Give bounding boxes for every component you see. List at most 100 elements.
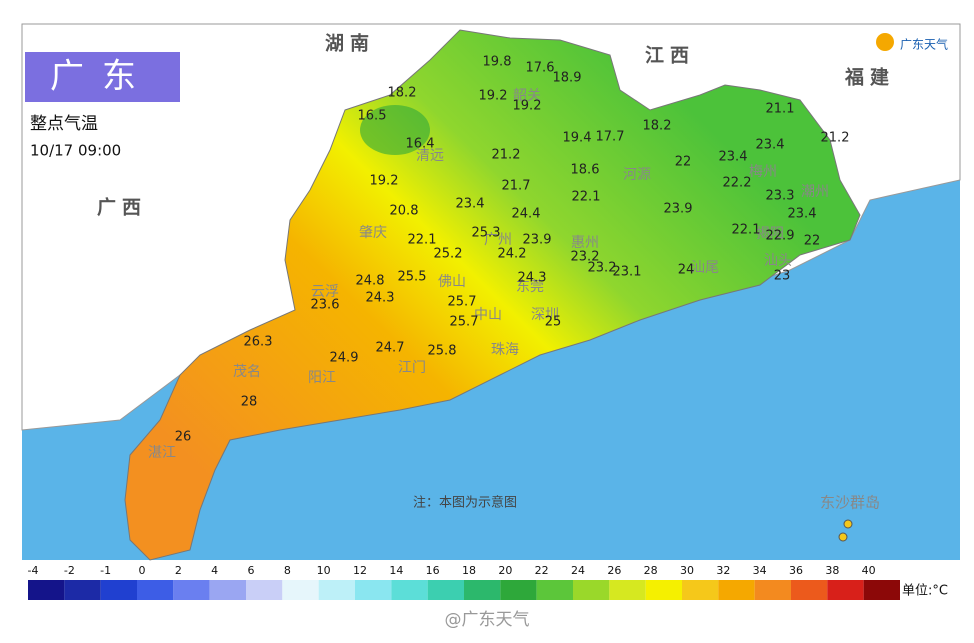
temperature-reading: 19.2 [479,89,508,104]
city-label: 云浮 [311,284,339,300]
city-label: 揭阳 [756,226,784,242]
colorbar-cell [645,580,682,600]
logo: 广东天气 [900,37,948,52]
temperature-reading: 24.2 [498,247,527,262]
city-label: 梅州 [749,164,777,180]
temperature-reading: 24.7 [376,341,405,356]
time: 10/17 09:00 [30,142,121,160]
temperature-reading: 23.9 [664,202,693,217]
temperature-reading: 25.3 [472,226,501,241]
temperature-reading: 21.2 [492,148,521,163]
colorbar-tick: -2 [64,564,75,577]
region-title: 广东 [50,57,154,97]
city-label: 肇庆 [359,225,387,241]
temperature-reading: 21.1 [766,102,795,117]
colorbar-tick: 24 [571,564,585,577]
temperature-reading: 23.1 [613,265,642,280]
temperature-reading: 26 [175,430,192,445]
temperature-reading: 24.9 [330,351,359,366]
colorbar-cell [536,580,573,600]
temperature-reading: 23.9 [523,233,552,248]
subtitle: 整点气温 [30,114,98,134]
temperature-reading: 25.5 [398,270,427,285]
temperature-reading: 19.4 [563,131,592,146]
temperature-reading: 17.6 [526,61,555,76]
colorbar-tick: 0 [139,564,146,577]
colorbar-tick: 26 [607,564,621,577]
colorbar-cell [609,580,646,600]
unit: 单位:°C [902,584,948,599]
temperature-reading: 25.2 [434,247,463,262]
temperature-reading: 20.8 [390,204,419,219]
province-label: 广西 [97,196,147,219]
temperature-reading: 25.8 [428,344,457,359]
temperature-reading: 23 [774,269,791,284]
colorbar-tick: 8 [284,564,291,577]
temperature-reading: 22.9 [766,229,795,244]
colorbar-cell [282,580,319,600]
colorbar-tick: 2 [175,564,182,577]
temperature-reading: 25 [545,315,562,330]
colorbar-cell [246,580,283,600]
colorbar-tick: 34 [753,564,767,577]
colorbar-tick: 38 [825,564,839,577]
watermark: @广东天气 [445,610,530,630]
city-label: 湛江 [148,445,176,461]
city-label: 清远 [416,148,444,164]
temperature-reading: 16.4 [406,137,435,152]
island [843,519,853,529]
temperature-reading: 28 [241,395,258,410]
colorbar-tick: 12 [353,564,367,577]
temperature-reading: 25.7 [450,315,479,330]
colorbar-cell [100,580,137,600]
city-label: 中山 [474,307,502,323]
temperature-reading: 22.1 [732,223,761,238]
colorbar-tick: 36 [789,564,803,577]
temperature-reading: 23.4 [756,138,785,153]
colorbar-cell [318,580,355,600]
city-label: 深圳 [531,307,559,323]
temperature-reading: 22 [804,234,821,249]
temperature-reading: 23.3 [766,189,795,204]
colorbar-cell [500,580,537,600]
colorbar-cell [863,580,900,600]
temperature-reading: 16.5 [358,109,387,124]
colorbar-cell [827,580,864,600]
city-label: 汕尾 [691,260,719,276]
temperature-reading: 22 [675,155,692,170]
temperature-reading: 22.1 [408,233,437,248]
temperature-reading: 23.4 [456,197,485,212]
temperature-reading: 18.2 [388,86,417,101]
city-label: 江门 [398,360,426,376]
city-label: 佛山 [438,274,466,290]
city-label: 韶关 [513,88,541,104]
temperature-reading: 17.7 [596,130,625,145]
province-label: 江西 [645,45,695,67]
temperature-reading: 22.2 [723,176,752,191]
colorbar-cell [427,580,464,600]
colorbar-tick: -1 [100,564,111,577]
colorbar-tick: 40 [862,564,876,577]
city-label: 广州 [484,232,512,248]
colorbar-tick: 10 [317,564,331,577]
colorbar-tick: 4 [211,564,218,577]
city-label: 惠州 [571,235,599,251]
guangdong-land [124,29,861,561]
temperature-reading: 18.6 [571,163,600,178]
province-label: 湖南 [325,33,375,55]
temperature-reading: 24.8 [356,274,385,289]
colorbar-tick: 22 [535,564,549,577]
temperature-reading: 23.4 [719,150,748,165]
colorbar-cell [791,580,828,600]
city-label: 茂名 [233,363,261,380]
colorbar-cell [573,580,610,600]
temperature-reading: 23.2 [588,261,617,276]
note: 注：本图为示意图 [413,495,517,511]
cold-spot [360,105,430,155]
islands-label: 东沙群岛 [820,494,880,512]
island [838,532,848,542]
temperature-reading: 25.7 [448,295,477,310]
temperature-reading: 24 [678,263,695,278]
colorbar-tick: -4 [28,564,39,577]
